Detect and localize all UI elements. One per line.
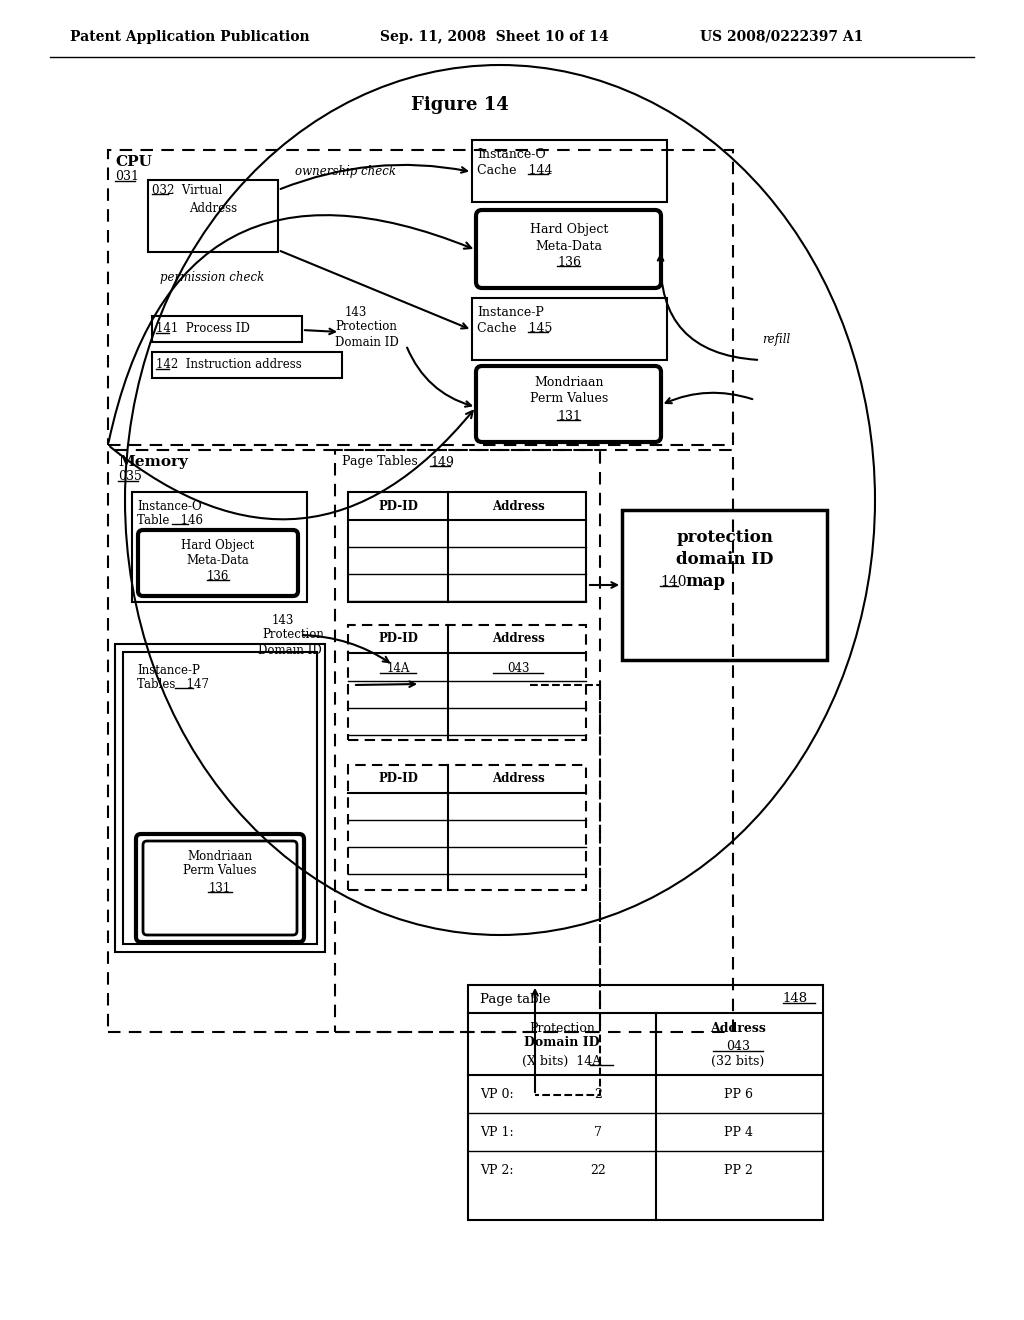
Text: refill: refill	[762, 334, 791, 346]
Text: PP 4: PP 4	[724, 1126, 753, 1138]
Text: 031: 031	[115, 170, 139, 183]
Text: Domain ID: Domain ID	[258, 644, 322, 656]
Text: Address: Address	[492, 632, 545, 645]
Text: Address: Address	[492, 772, 545, 785]
Text: Mondriaan: Mondriaan	[187, 850, 253, 862]
Text: Instance-O: Instance-O	[477, 148, 546, 161]
Text: VP 1:: VP 1:	[480, 1126, 514, 1138]
Text: Domain ID: Domain ID	[524, 1036, 600, 1049]
Text: Protection: Protection	[529, 1023, 595, 1035]
Text: Protection: Protection	[335, 321, 397, 334]
Text: Meta-Data: Meta-Data	[536, 239, 602, 252]
Text: CPU: CPU	[115, 154, 152, 169]
Text: Address: Address	[710, 1023, 766, 1035]
Text: Memory: Memory	[118, 455, 187, 469]
Text: Instance-P: Instance-P	[477, 305, 544, 318]
Text: VP 0:: VP 0:	[480, 1088, 514, 1101]
Text: Domain ID: Domain ID	[335, 335, 398, 348]
Text: Tables   147: Tables 147	[137, 677, 209, 690]
Text: VP 2:: VP 2:	[480, 1163, 513, 1176]
Text: 14A: 14A	[386, 663, 410, 676]
Text: (X bits)  14A: (X bits) 14A	[522, 1055, 602, 1068]
Text: 131: 131	[209, 882, 231, 895]
Text: Cache   145: Cache 145	[477, 322, 552, 334]
Text: Perm Values: Perm Values	[183, 863, 257, 876]
Text: 143: 143	[272, 614, 294, 627]
Text: 032  Virtual: 032 Virtual	[152, 183, 222, 197]
Text: US 2008/0222397 A1: US 2008/0222397 A1	[700, 30, 863, 44]
Text: PP 6: PP 6	[724, 1088, 753, 1101]
Text: domain ID: domain ID	[676, 552, 774, 569]
Text: ownership check: ownership check	[295, 165, 396, 178]
FancyArrowPatch shape	[111, 411, 473, 519]
Text: Page table: Page table	[480, 993, 551, 1006]
Text: 136: 136	[207, 569, 229, 582]
Text: Meta-Data: Meta-Data	[186, 553, 250, 566]
Text: PD-ID: PD-ID	[378, 772, 418, 785]
Text: 131: 131	[557, 409, 581, 422]
Text: permission check: permission check	[160, 272, 264, 285]
Text: Instance-O: Instance-O	[137, 499, 202, 512]
Text: 043: 043	[726, 1040, 750, 1053]
Text: Protection: Protection	[262, 628, 324, 642]
Text: Perm Values: Perm Values	[529, 392, 608, 404]
Text: Instance-P: Instance-P	[137, 664, 200, 676]
Text: 140: 140	[660, 576, 686, 589]
Text: Cache   144: Cache 144	[477, 164, 553, 177]
Text: Figure 14: Figure 14	[411, 96, 509, 114]
Text: 148: 148	[783, 993, 808, 1006]
Text: (32 bits): (32 bits)	[712, 1055, 765, 1068]
Text: 142  Instruction address: 142 Instruction address	[156, 359, 302, 371]
Text: Table   146: Table 146	[137, 513, 203, 527]
Text: Sep. 11, 2008  Sheet 10 of 14: Sep. 11, 2008 Sheet 10 of 14	[380, 30, 608, 44]
Text: 136: 136	[557, 256, 581, 268]
Text: Hard Object: Hard Object	[529, 223, 608, 236]
Text: PD-ID: PD-ID	[378, 499, 418, 512]
Text: 035: 035	[118, 470, 142, 483]
Text: Address: Address	[189, 202, 238, 214]
Text: 143: 143	[345, 305, 368, 318]
Text: 22: 22	[590, 1163, 606, 1176]
Text: 149: 149	[430, 455, 454, 469]
Text: PP 2: PP 2	[724, 1163, 753, 1176]
Text: map: map	[685, 573, 725, 590]
Text: Address: Address	[492, 499, 545, 512]
Text: Hard Object: Hard Object	[181, 540, 255, 553]
Text: 2: 2	[594, 1088, 602, 1101]
Text: protection: protection	[677, 529, 773, 546]
Text: 7: 7	[594, 1126, 602, 1138]
FancyArrowPatch shape	[109, 215, 471, 442]
Text: PD-ID: PD-ID	[378, 632, 418, 645]
Text: 043: 043	[507, 663, 529, 676]
Text: Page Tables: Page Tables	[342, 455, 418, 469]
Text: 141  Process ID: 141 Process ID	[156, 322, 250, 335]
Text: Patent Application Publication: Patent Application Publication	[70, 30, 309, 44]
Text: Mondriaan: Mondriaan	[535, 375, 604, 388]
